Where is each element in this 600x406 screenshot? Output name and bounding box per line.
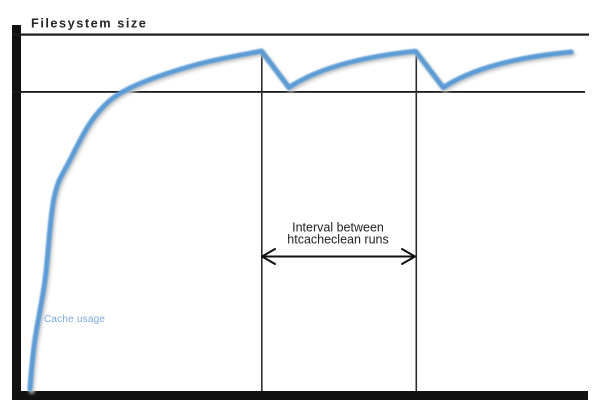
svg-text:Filesystem size: Filesystem size [31,16,147,31]
svg-text:htcacheclean runs: htcacheclean runs [287,233,388,247]
svg-text:Cache usage: Cache usage [44,314,105,325]
